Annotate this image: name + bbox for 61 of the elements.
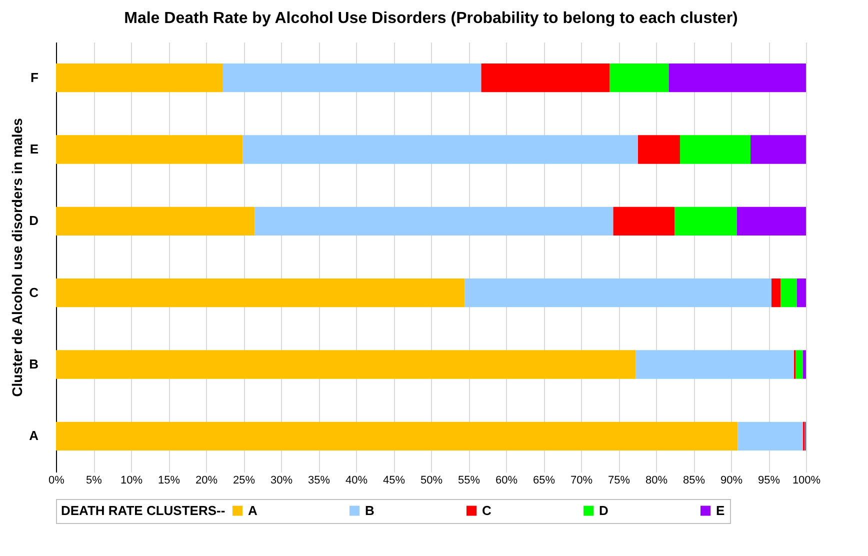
y-tick-label: D <box>29 213 38 228</box>
y-axis-title: Cluster de Alcohol use disorders in males <box>9 118 26 397</box>
x-tick-label: 10% <box>120 474 143 486</box>
bar <box>254 206 614 236</box>
legend-title: DEATH RATE CLUSTERS-- <box>61 503 226 518</box>
x-tick-label: 35% <box>308 474 330 486</box>
bar <box>56 422 738 450</box>
bar <box>668 64 806 92</box>
chart-title: Male Death Rate by Alcohol Use Disorders (Probability to belong to each cluster) <box>124 10 738 27</box>
bar <box>780 278 797 308</box>
x-tick-label: 100% <box>792 474 821 486</box>
x-tick-label: 50% <box>420 474 443 486</box>
x-tick-label: 80% <box>645 474 668 486</box>
x-tick-label: 20% <box>195 474 218 486</box>
x-tick-label: 75% <box>608 474 630 486</box>
y-tick-label: F <box>30 70 39 85</box>
x-tick-label: 65% <box>532 474 556 486</box>
bar <box>56 206 255 236</box>
y-tick-label: E <box>30 142 39 156</box>
bar <box>638 135 680 164</box>
bar <box>56 64 222 92</box>
bar <box>481 64 610 92</box>
x-tick-label: 70% <box>570 474 593 486</box>
bar <box>222 64 482 92</box>
bar <box>796 350 803 379</box>
bar <box>680 135 750 164</box>
x-tick-label: 60% <box>495 474 518 486</box>
x-tick-label: 85% <box>682 474 706 486</box>
x-tick-label: 30% <box>270 474 293 486</box>
bar <box>674 206 737 236</box>
x-tick-label: 95% <box>758 474 780 486</box>
bar <box>464 278 772 308</box>
x-tick-label: 40% <box>345 474 368 486</box>
y-tick-label: C <box>29 284 40 300</box>
x-tick-label: 5% <box>86 474 102 486</box>
y-tick-label: A <box>29 428 40 444</box>
bar <box>56 350 636 379</box>
x-tick-label: 90% <box>720 474 743 486</box>
bar <box>797 278 806 308</box>
bar <box>610 64 669 92</box>
bar <box>772 278 780 308</box>
bar <box>738 422 803 450</box>
legend-label: C <box>482 502 492 518</box>
bar <box>56 135 243 164</box>
x-tick-label: 45% <box>382 474 406 486</box>
bar <box>613 206 675 236</box>
x-tick-label: 15% <box>158 474 180 486</box>
x-tick-label: 55% <box>458 474 480 486</box>
bar <box>737 206 806 236</box>
x-tick-label: 0% <box>48 474 65 486</box>
x-tick-label: 25% <box>232 474 256 486</box>
legend-label: A <box>248 502 258 518</box>
bar <box>636 350 794 379</box>
legend-label: B <box>365 502 374 518</box>
bar <box>803 350 806 379</box>
bar <box>242 135 638 164</box>
legend-label: D <box>599 502 608 518</box>
bar <box>56 278 465 308</box>
bar <box>750 135 806 164</box>
legend-label: E <box>716 502 725 518</box>
y-tick-label: B <box>29 356 38 372</box>
